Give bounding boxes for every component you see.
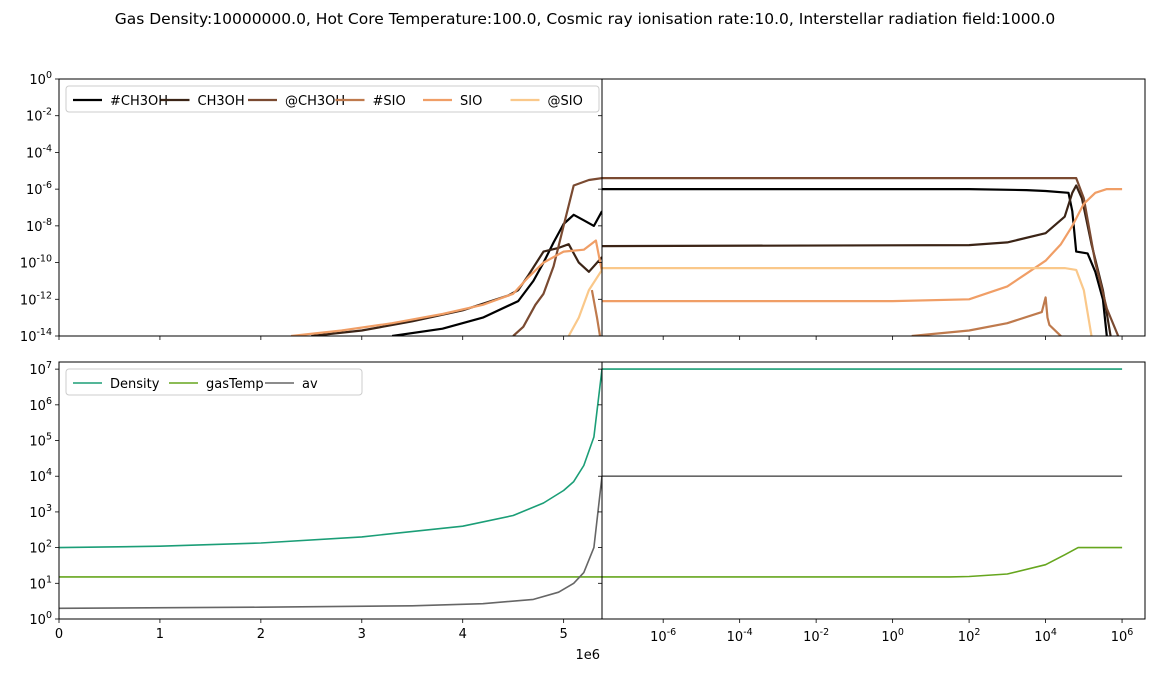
series-line-ch3oh [512, 177, 602, 336]
y-tick-label: 105 [29, 432, 52, 450]
axes-frame [601, 361, 1146, 620]
legend-label: gasTemp [206, 377, 264, 392]
x-tick-label: 102 [958, 627, 981, 645]
y-tick-label: 104 [29, 467, 52, 485]
y-tick-label: 106 [29, 396, 52, 414]
series-line-density [59, 369, 602, 549]
panel-abundance-linear: 100 10-2 10-4 10-6 10-8 10-10 10-12 10-14 #CH3OH… [20, 70, 603, 345]
series-group [602, 368, 1123, 578]
legend-label: #SIO [373, 94, 406, 109]
legend-label: #CH3OH [110, 94, 168, 109]
y-tick-label: 100 [29, 70, 52, 88]
series-group [602, 177, 1123, 336]
series-line-sio [602, 188, 1123, 303]
x-tick-label: 10-4 [727, 627, 753, 645]
x-tick-label: 1 [156, 627, 164, 642]
x-tick-label: 5 [560, 627, 568, 642]
y-tick-label: 10-14 [20, 327, 52, 345]
y-tick-label: 10-10 [20, 254, 52, 272]
y-tick-label: 10-2 [26, 107, 52, 125]
legend-frame [65, 368, 363, 396]
legend: Density gasTemp av [65, 368, 363, 396]
series-line-ch3oh [602, 188, 1108, 336]
y-tick-label: 100 [29, 610, 52, 628]
panel-physical-log: 10-6 10-4 10-2 100 102 104 106 [598, 361, 1146, 645]
legend-label: av [302, 377, 318, 392]
series-line-sio [602, 267, 1093, 336]
series-group [59, 369, 602, 610]
x-tick-label: 106 [1111, 627, 1134, 645]
y-tick-label: 102 [29, 539, 52, 557]
x-tick-label: 10-2 [803, 627, 829, 645]
series-group [290, 177, 602, 336]
y-tick-label: 10-8 [26, 217, 52, 235]
legend-label: @SIO [548, 94, 583, 109]
y-tick-label: 10-4 [26, 143, 52, 161]
y-tick-label: 10-12 [20, 290, 52, 308]
legend-label: @CH3OH [285, 94, 345, 109]
x-tick-label: 3 [358, 627, 366, 642]
legend-frame [65, 85, 600, 113]
series-line-sio [590, 289, 602, 336]
x-tick-label: 104 [1034, 627, 1057, 645]
y-tick-label: 101 [29, 574, 52, 592]
y-tick-label: 103 [29, 503, 52, 521]
series-line-gastemp [602, 546, 1123, 578]
x-offset-label: 1e6 [575, 648, 600, 663]
figure-title: Gas Density:10000000.0, Hot Core Tempera… [115, 10, 1056, 28]
x-tick-label: 100 [881, 627, 904, 645]
legend-label: CH3OH [198, 94, 245, 109]
panel-physical-linear: 107 106 105 104 103 102 101 1000 1 2 3 4 5 1e6 Density… [29, 360, 603, 663]
legend-label: Density [110, 377, 160, 392]
x-tick-label: 10-6 [650, 627, 676, 645]
legend: #CH3OH CH3OH @CH3OH #SIO SIO @SIO [65, 85, 600, 113]
series-line-ch3oh [391, 210, 602, 336]
y-tick-label: 10-6 [26, 180, 52, 198]
series-line-sio [911, 296, 1062, 336]
y-tick-label: 107 [29, 360, 52, 378]
axes-frame [601, 78, 1146, 337]
series-line-av [59, 476, 602, 610]
panel-abundance-log [598, 78, 1146, 340]
series-line-ch3oh [311, 243, 602, 336]
series-line-sio [567, 269, 602, 336]
legend-label: SIO [460, 94, 482, 109]
x-tick-label: 2 [257, 627, 265, 642]
x-tick-label: 0 [55, 627, 63, 642]
axes-frame [58, 361, 603, 620]
series-line-ch3oh [602, 177, 1120, 336]
series-line-sio [290, 239, 602, 336]
x-tick-label: 4 [459, 627, 467, 642]
